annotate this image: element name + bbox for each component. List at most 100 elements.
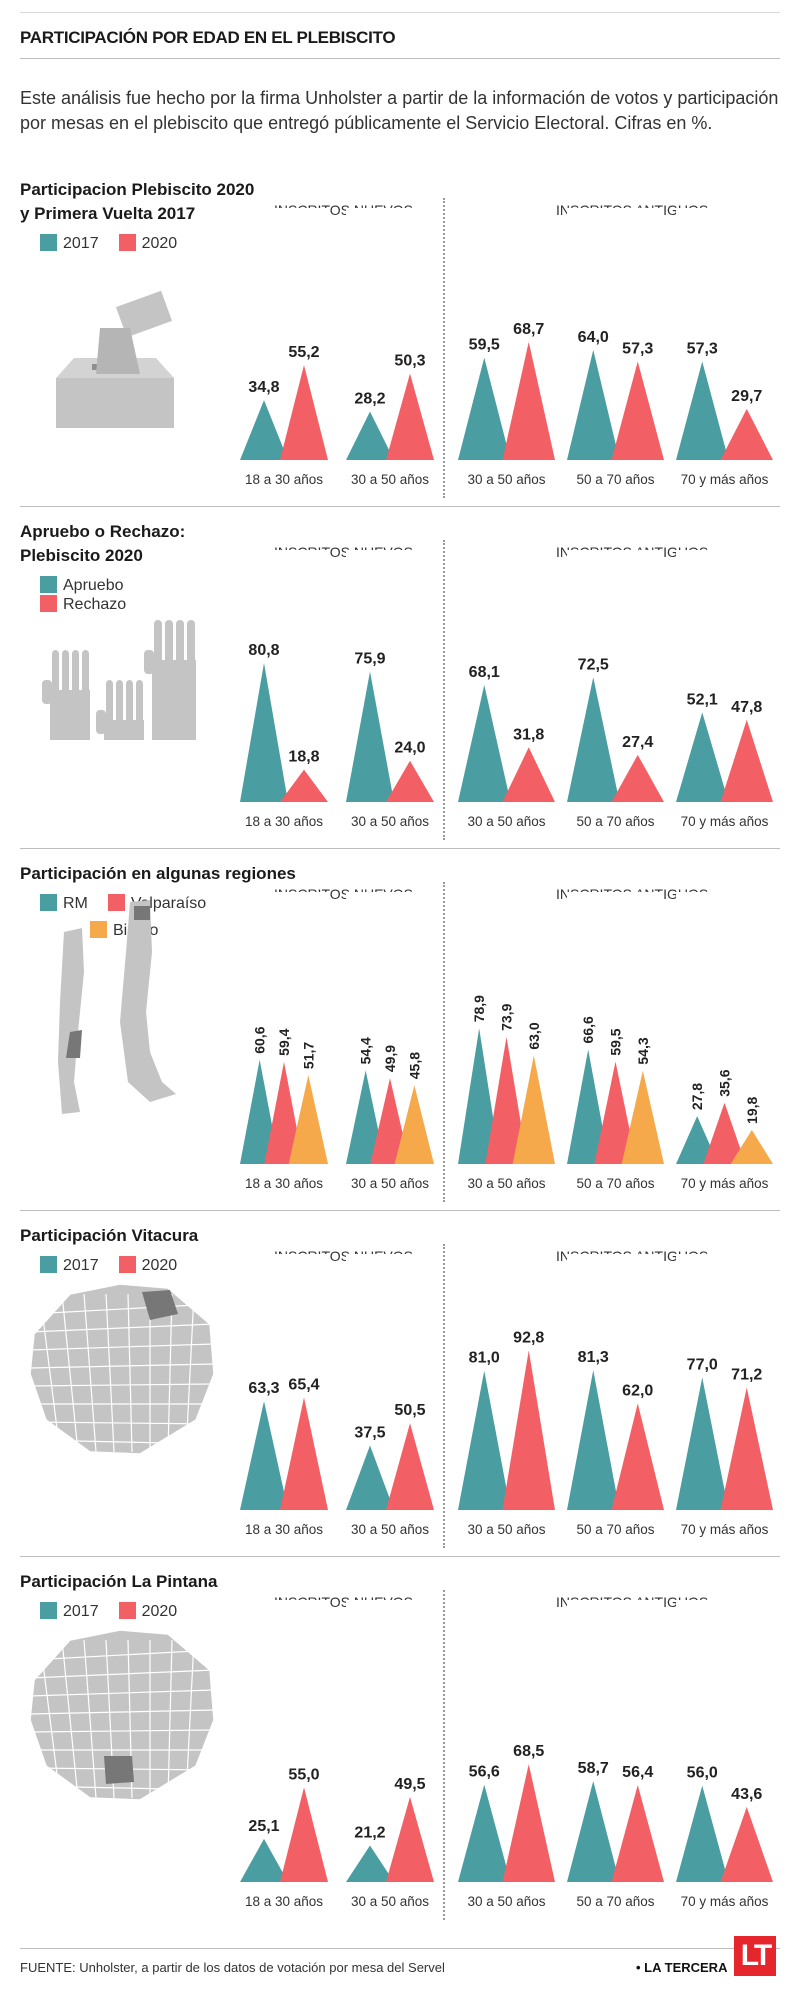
legend-item: 2020 <box>118 1602 178 1621</box>
legend-label: 2017 <box>63 235 99 252</box>
category-label: 18 a 30 años <box>245 1176 323 1191</box>
data-label: 68,5 <box>513 1743 544 1760</box>
bar-triangle <box>502 747 555 802</box>
data-label: 50,5 <box>394 1402 425 1419</box>
bar-triangle <box>458 1370 511 1510</box>
group-divider <box>443 882 445 1202</box>
data-label: 19,8 <box>744 1096 760 1123</box>
bar-triangle <box>567 1370 620 1510</box>
category-label: 18 a 30 años <box>245 814 323 829</box>
category-label: 30 a 50 años <box>467 1522 545 1537</box>
data-label: 59,5 <box>469 337 500 354</box>
legend-swatch <box>118 234 136 251</box>
data-label: 54,3 <box>635 1037 651 1064</box>
data-label: 56,0 <box>687 1765 718 1782</box>
bar-triangle <box>346 1845 394 1882</box>
category-label: 70 y más años <box>681 1522 769 1537</box>
legend-swatch <box>40 894 57 911</box>
legend: Apruebo Rechazo <box>40 576 240 614</box>
bar-triangle <box>240 663 288 802</box>
data-label: 28,2 <box>354 390 385 407</box>
intro-text: Este análisis fue hecho por la firma Unh… <box>20 88 779 133</box>
bar-triangle <box>280 769 328 802</box>
group-divider <box>443 540 445 840</box>
data-label: 75,9 <box>354 650 385 667</box>
bar-triangle <box>567 1049 610 1164</box>
section-title: y Primera Vuelta 2017 <box>20 204 196 223</box>
section-divider <box>20 506 780 507</box>
data-label: 66,6 <box>580 1016 596 1043</box>
data-label: 56,4 <box>622 1764 653 1781</box>
legend: 2017 2020 <box>40 1256 240 1275</box>
bar-triangle <box>676 1377 729 1510</box>
section-title: Participación Vitacura <box>20 1226 199 1245</box>
bar-triangle <box>611 361 664 460</box>
section-divider <box>20 1210 780 1211</box>
data-label: 45,8 <box>406 1052 422 1079</box>
legend-item: 2017 <box>40 1602 99 1621</box>
santiago-map-icon <box>29 1283 215 1455</box>
bar-triangle <box>288 1075 328 1164</box>
data-label: 31,8 <box>513 726 544 743</box>
data-label: 59,5 <box>608 1028 624 1055</box>
data-label: 68,7 <box>513 321 544 338</box>
legend-item: Rechazo <box>40 595 126 614</box>
bar-triangle <box>394 1085 434 1164</box>
data-label: 37,5 <box>354 1425 385 1442</box>
bar-triangle <box>502 1350 555 1510</box>
data-label: 58,7 <box>578 1760 609 1777</box>
data-label: 24,0 <box>394 740 425 757</box>
chile-map-icon <box>58 900 176 1114</box>
legend-item: Apruebo <box>40 576 124 595</box>
chart-svg: 25,1 55,0 18 a 30 años 21,2 49,5 30 a 50 años… <box>29 1600 773 1909</box>
data-label: 92,8 <box>513 1329 544 1346</box>
category-label: 30 a 50 años <box>351 814 429 829</box>
bar-triangle <box>720 1387 773 1510</box>
data-label: 73,9 <box>499 1003 515 1030</box>
data-label: 55,2 <box>288 344 319 361</box>
data-label: 80,8 <box>248 642 279 659</box>
section-title: Plebiscito 2020 <box>20 546 143 565</box>
category-label: 50 a 70 años <box>576 1176 654 1191</box>
bar-triangle <box>676 712 729 802</box>
data-label: 81,0 <box>469 1350 500 1367</box>
category-label: 70 y más años <box>681 472 769 487</box>
bar-triangle <box>720 408 773 460</box>
raised-hands-icon <box>42 620 196 740</box>
chart-svg: 80,8 18,8 18 a 30 años 75,9 24,0 30 a 50 años… <box>42 550 773 829</box>
legend-label: 2017 <box>63 1603 99 1620</box>
bar-triangle <box>458 684 511 802</box>
footer-divider <box>20 1948 780 1949</box>
page-title: PARTICIPACIÓN POR EDAD EN EL PLEBISCITO <box>20 28 396 47</box>
data-label: 35,6 <box>717 1069 733 1096</box>
legend-swatch <box>40 234 57 251</box>
data-label: 56,6 <box>469 1764 500 1781</box>
bar-triangle <box>386 760 434 802</box>
bar-triangle <box>370 1078 410 1164</box>
data-label: 21,2 <box>354 1825 385 1842</box>
santiago-map-icon <box>29 1629 215 1801</box>
bar-triangle <box>703 1102 746 1164</box>
legend-swatch <box>118 1256 136 1273</box>
group-divider <box>443 1590 445 1920</box>
category-label: 30 a 50 años <box>351 472 429 487</box>
legend-swatch <box>118 1602 136 1619</box>
legend-label: 2017 <box>63 1257 99 1274</box>
data-label: 78,9 <box>471 995 487 1022</box>
data-label: 54,4 <box>358 1037 374 1064</box>
bar-triangle <box>264 1061 304 1164</box>
data-label: 51,7 <box>300 1042 316 1069</box>
bar-triangle <box>386 1796 434 1882</box>
category-label: 30 a 50 años <box>351 1894 429 1909</box>
bar-triangle <box>458 357 511 460</box>
legend-label: 2020 <box>141 1603 178 1620</box>
category-label: 70 y más años <box>681 814 769 829</box>
data-label: 62,0 <box>622 1382 653 1399</box>
bar-triangle <box>240 1838 288 1882</box>
data-label: 60,6 <box>252 1026 268 1053</box>
category-label: 18 a 30 años <box>245 472 323 487</box>
data-label: 72,5 <box>578 656 609 673</box>
data-label: 81,3 <box>578 1349 609 1366</box>
data-label: 27,8 <box>689 1083 705 1110</box>
bar-triangle <box>676 1785 729 1882</box>
